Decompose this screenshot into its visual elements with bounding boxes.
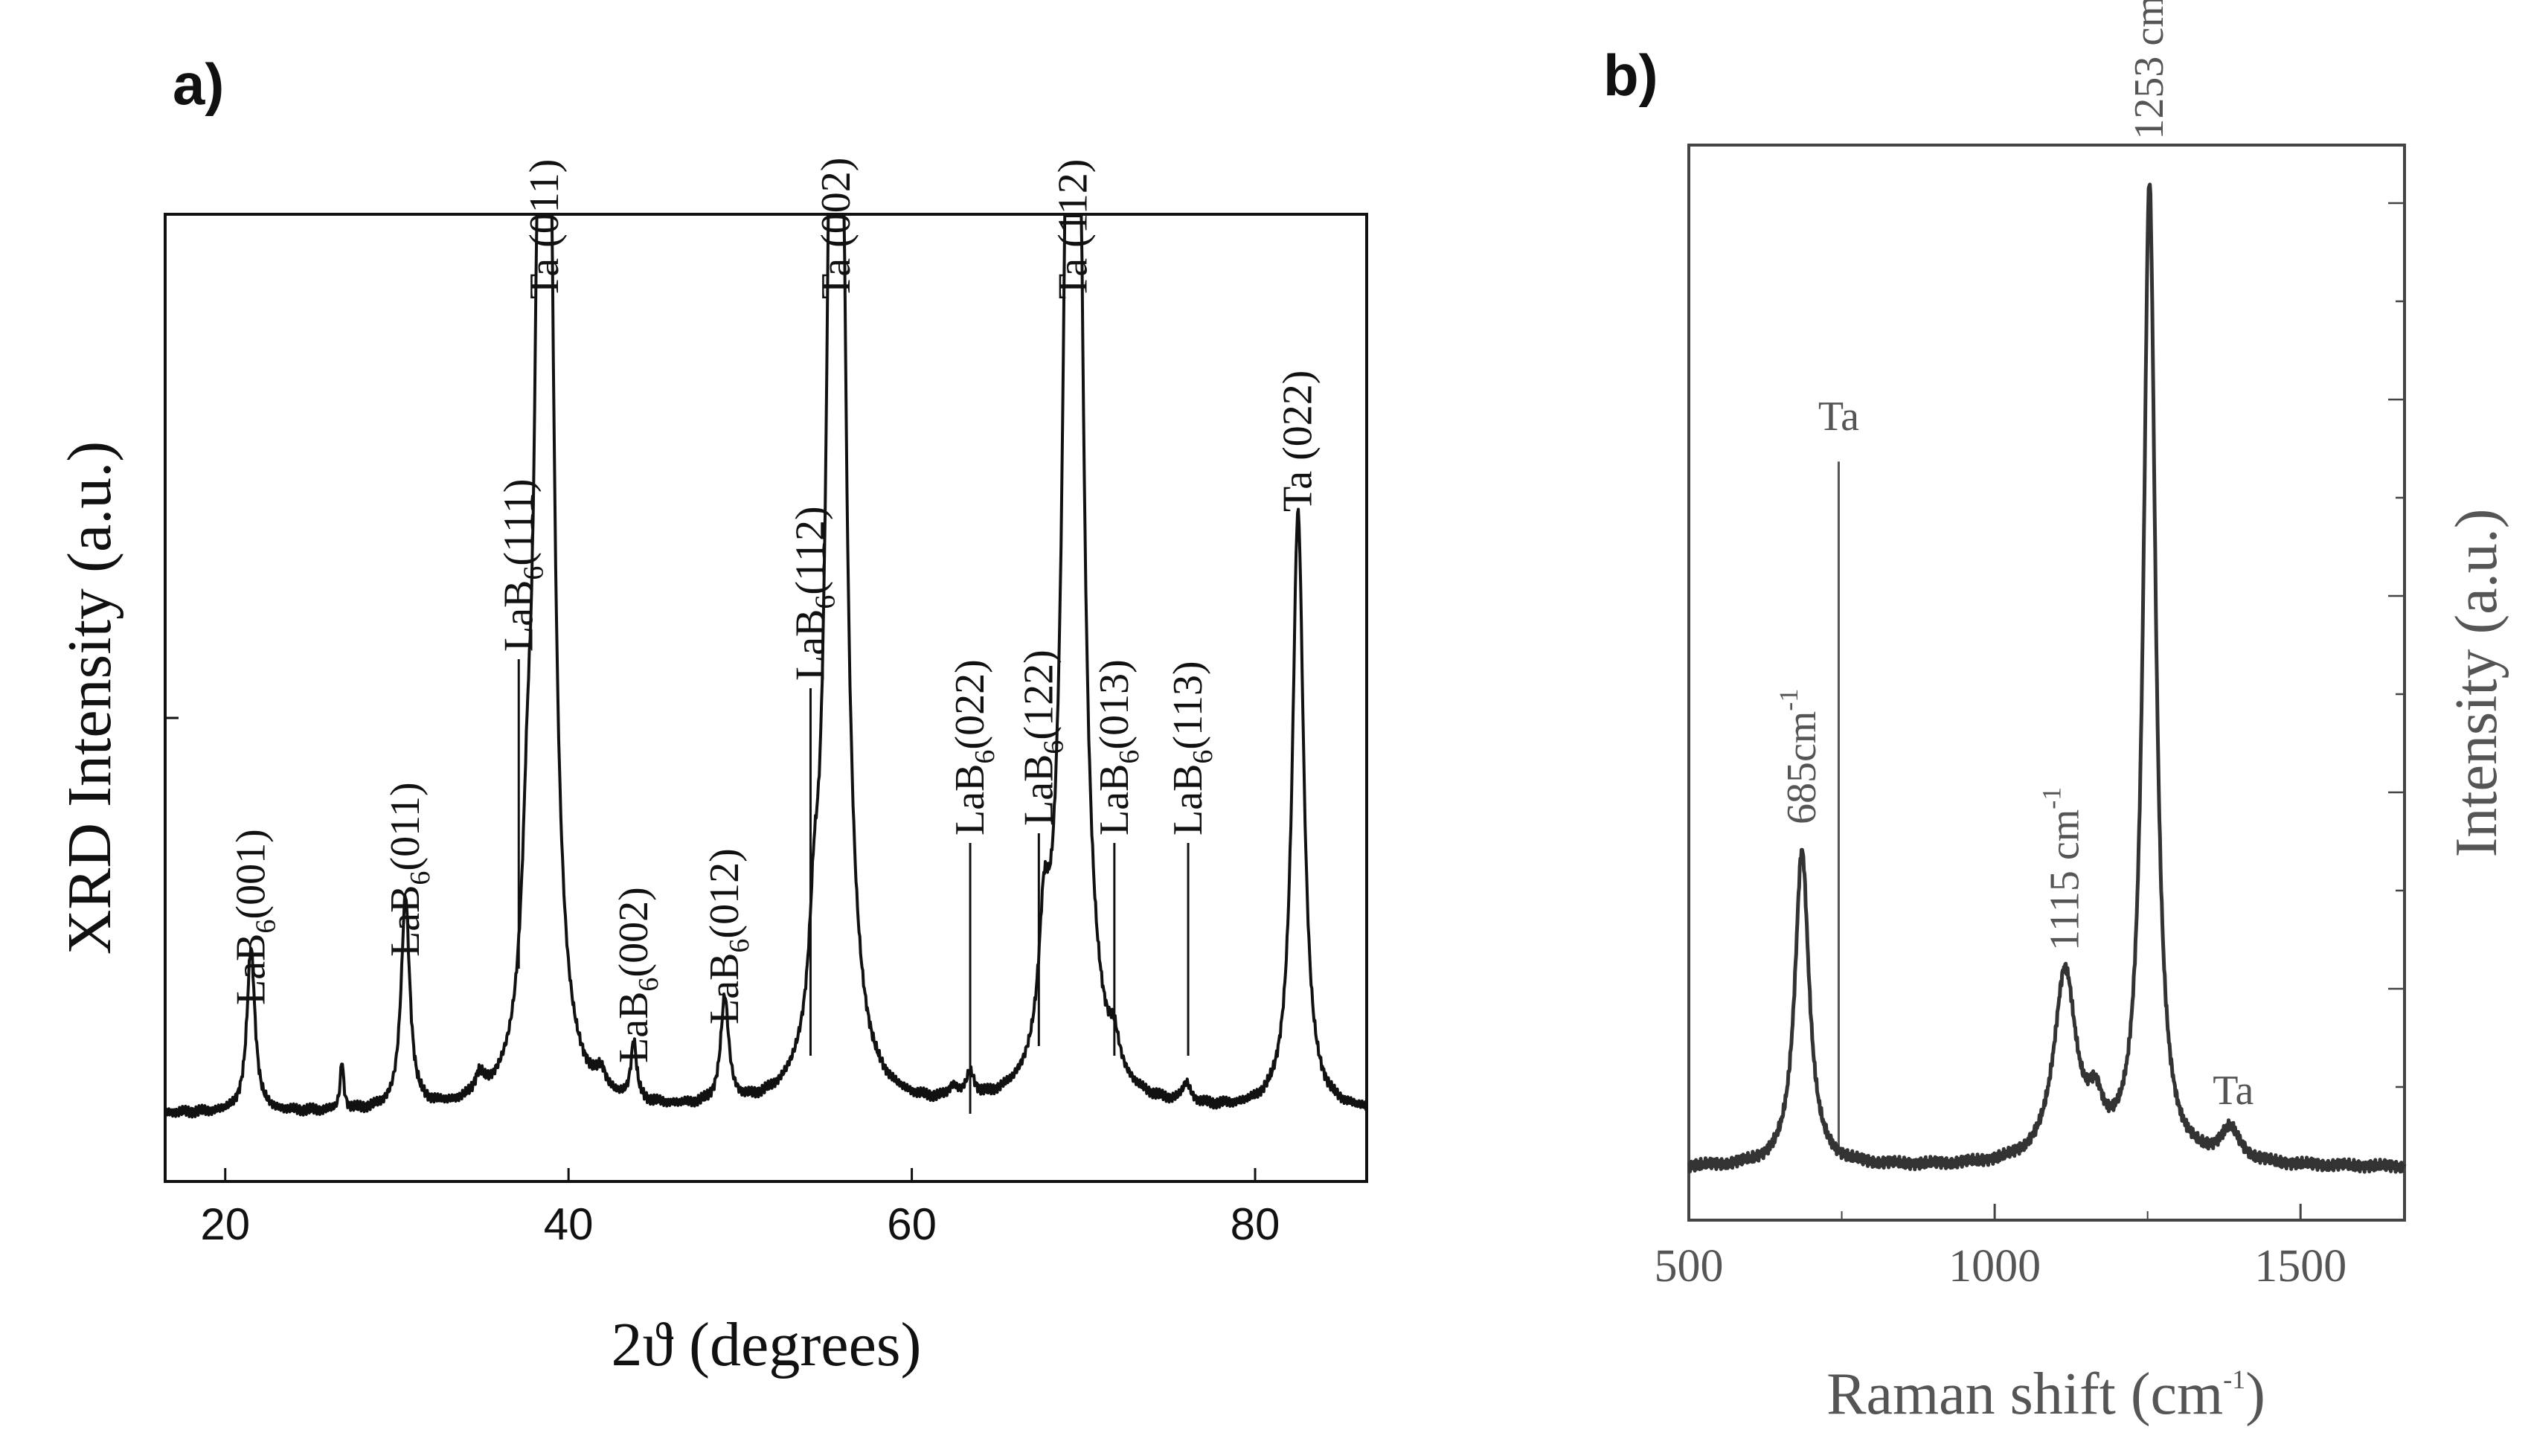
y-axis-title-b: Intensity (a.u.) (2444, 509, 2509, 858)
plot-frame-b (1687, 144, 2406, 1222)
xrd-trace (164, 214, 1368, 1119)
peak-label-a: LaB6(001) (228, 829, 281, 1005)
peak-label-b: 685cm-1 (1774, 689, 1825, 824)
x-axis-title-a: 2ϑ (degrees) (611, 1310, 921, 1379)
peak-label-a: LaB6(122) (1016, 650, 1069, 826)
peak-label-b: Ta (2213, 1068, 2253, 1114)
panel-a-label: a) (173, 51, 224, 117)
peak-label-a: Ta (112) (1050, 159, 1096, 299)
x-axis-ticks-b: 500 1000 1500 (1655, 1204, 2346, 1292)
peak-label-a: Ta (002) (813, 158, 859, 299)
panel-b-label: b) (1603, 42, 1658, 108)
peak-label-a: Ta (011) (522, 159, 568, 299)
peak-label-a: LaB6(111) (495, 478, 549, 652)
panel-a-xrd-chart: a) 20 40 60 80 LaB6(001) LaB6(011) LaB6(111) T… (55, 51, 1368, 1379)
x-tick-label-a: 80 (1231, 1199, 1280, 1249)
peak-label-a: LaB6(113) (1165, 661, 1219, 836)
x-axis-ticks-a: 20 40 60 80 (200, 1168, 1280, 1249)
peak-label-b: 1253 cm-1 (2121, 0, 2172, 140)
x-tick-label-a: 20 (200, 1199, 250, 1249)
peak-label-a: Ta (022) (1275, 371, 1321, 512)
peak-label-b: Ta (1818, 394, 1859, 440)
peak-label-a: LaB6(002) (611, 887, 664, 1063)
x-axis-title-b: Raman shift (cm-1) (1826, 1362, 2265, 1427)
peak-label-a: LaB6(022) (947, 659, 1001, 836)
y-axis-ticks-b (2388, 202, 2405, 1088)
x-tick-label-a: 40 (544, 1199, 594, 1249)
peak-label-a: LaB6(112) (787, 506, 841, 681)
peak-label-a: LaB6(013) (1091, 659, 1145, 836)
x-tick-label-a: 60 (887, 1199, 937, 1249)
peak-label-a: LaB6(012) (702, 848, 755, 1024)
x-tick-label-b: 1000 (1948, 1241, 2041, 1292)
x-tick-label-b: 1500 (2254, 1241, 2346, 1292)
peak-annotations-a: LaB6(001) LaB6(011) LaB6(111) Ta (011) LaB6(… (228, 158, 1321, 1114)
peak-annotations-b: 685cm-1 1115 cm-1 1253 cm-1 Ta Ta (1774, 0, 2253, 1146)
y-axis-title-a: XRD Intensity (a.u.) (55, 441, 124, 955)
panel-b-raman-chart: b) 500 1000 1500 685cm-1 1115 cm-1 1253 cm-1… (1603, 0, 2509, 1427)
plot-frame-a (164, 213, 1368, 1183)
peak-label-b: 1115 cm-1 (2037, 787, 2088, 951)
x-tick-label-b: 500 (1655, 1241, 1724, 1292)
raman-trace (1687, 182, 2407, 1174)
peak-label-a: LaB6(011) (382, 782, 436, 957)
